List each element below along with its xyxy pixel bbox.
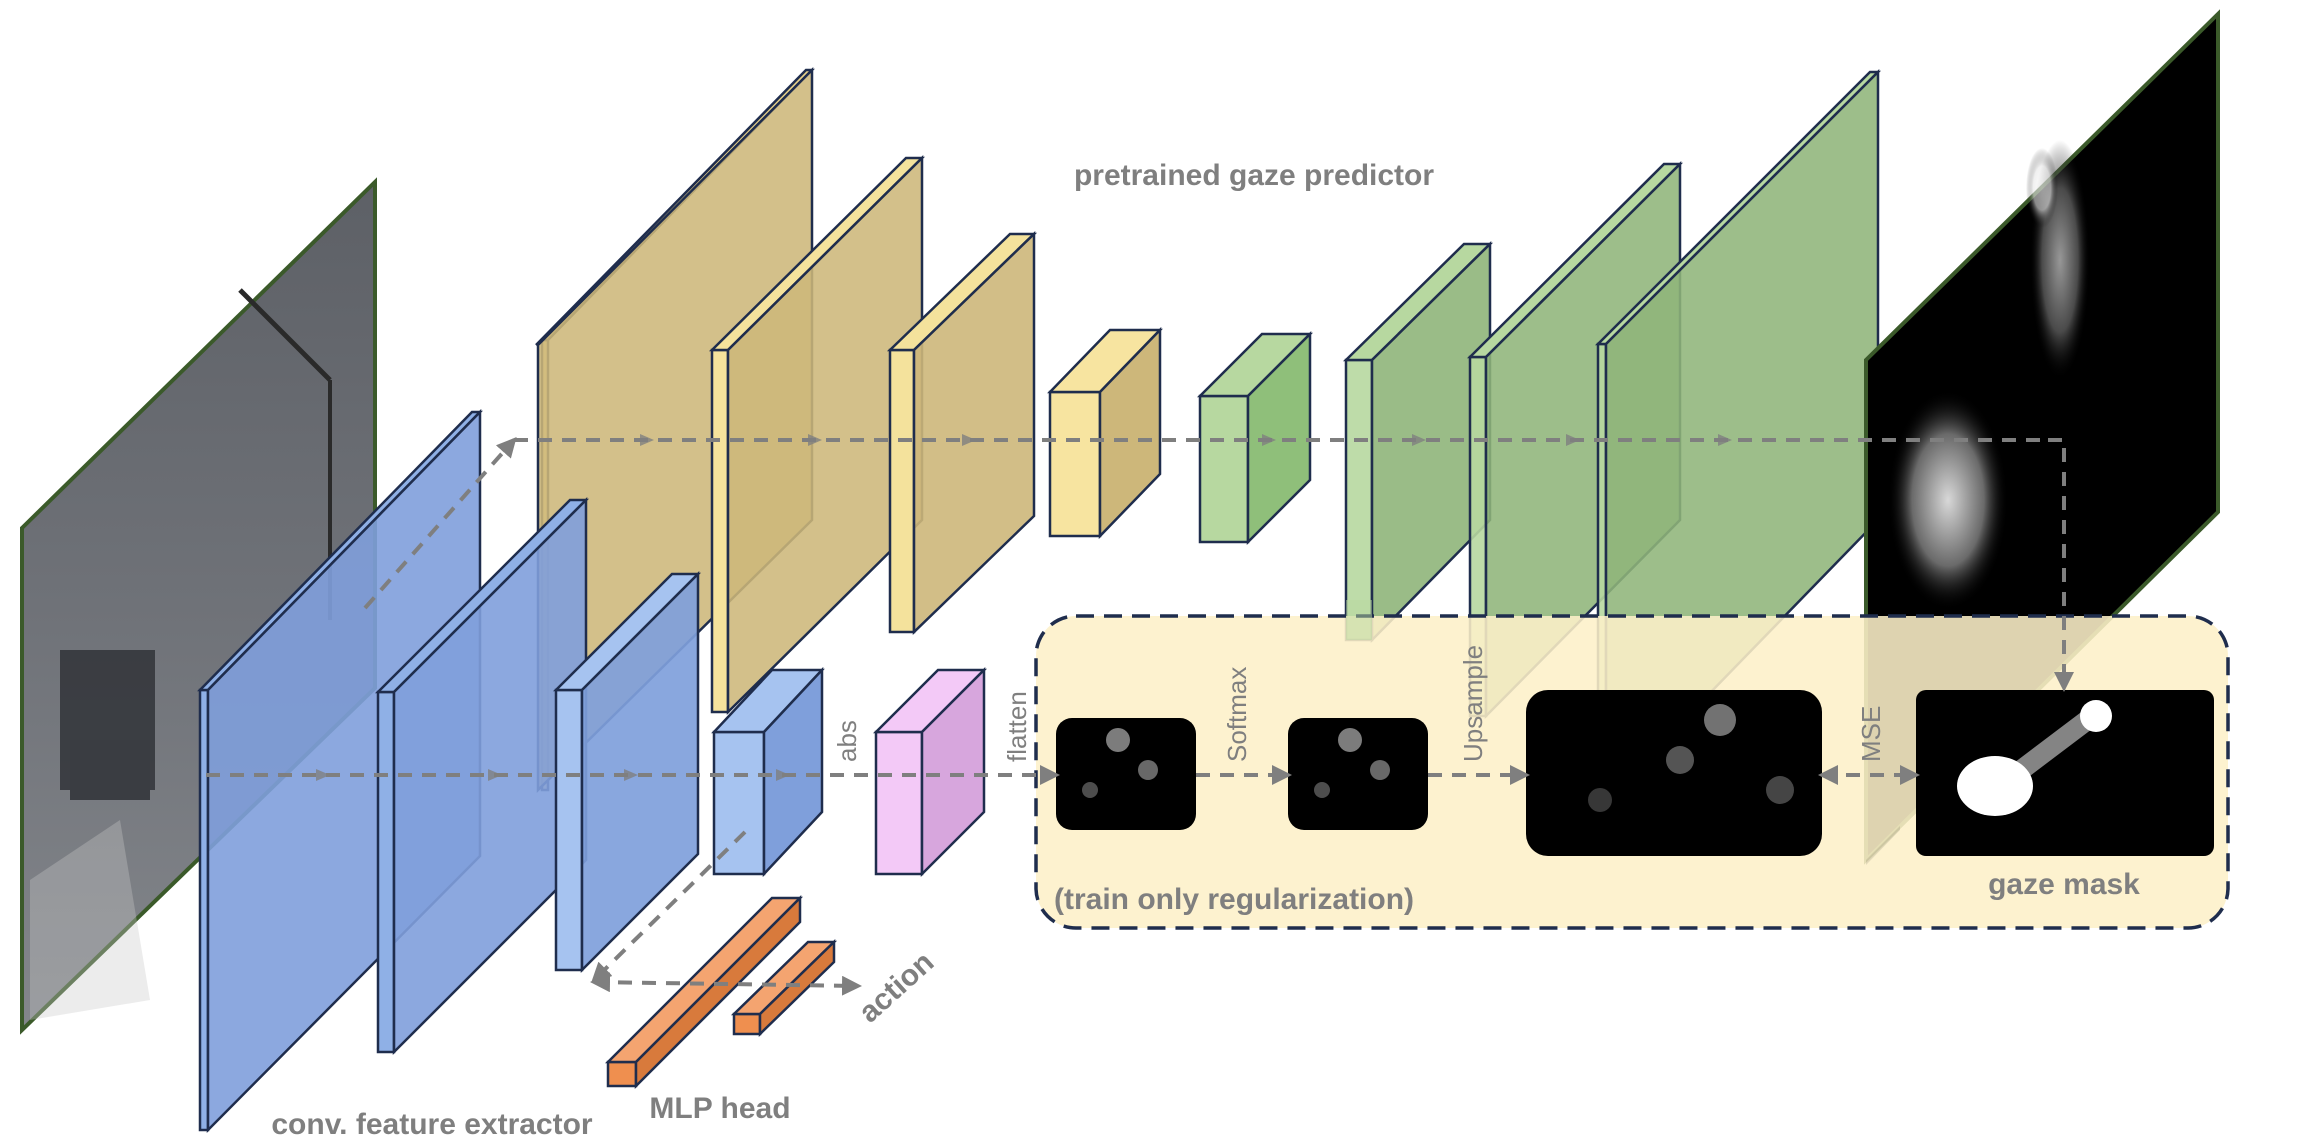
softmax-thumbnail	[1288, 718, 1428, 830]
abs-label: abs	[832, 720, 862, 762]
gaze-bottleneck-yellow	[1047, 326, 1163, 540]
train-only-label: (train only regularization)	[1054, 883, 1414, 916]
flow-arrows	[206, 437, 2074, 996]
upsampled-thumbnail	[1526, 690, 1822, 856]
flattened-attention-thumbnail	[1056, 718, 1196, 830]
flatten-label: flatten	[1002, 691, 1032, 762]
mse-label: MSE	[1856, 706, 1886, 762]
feature-extractor-slab-3	[552, 570, 702, 974]
gaze-predictor-label: pretrained gaze predictor	[1074, 159, 1434, 192]
mlp-head-label: MLP head	[649, 1092, 790, 1125]
action-label: action	[853, 946, 941, 1030]
attention-map-block	[872, 666, 988, 878]
softmax-label: Softmax	[1222, 667, 1252, 762]
feature-map-block	[711, 666, 825, 878]
gaze-bottleneck-green	[1196, 330, 1314, 546]
gaze-mask-thumbnail	[1916, 690, 2214, 856]
gaze-encoder-slab-3	[886, 231, 1038, 635]
flow-arrowheads	[316, 434, 1732, 781]
gaze-mask-label: gaze mask	[1988, 868, 2140, 901]
upsample-label: Upsample	[1458, 645, 1488, 762]
input-frame	[20, 177, 377, 1035]
feature-extractor-label: conv. feature extractor	[271, 1108, 593, 1140]
